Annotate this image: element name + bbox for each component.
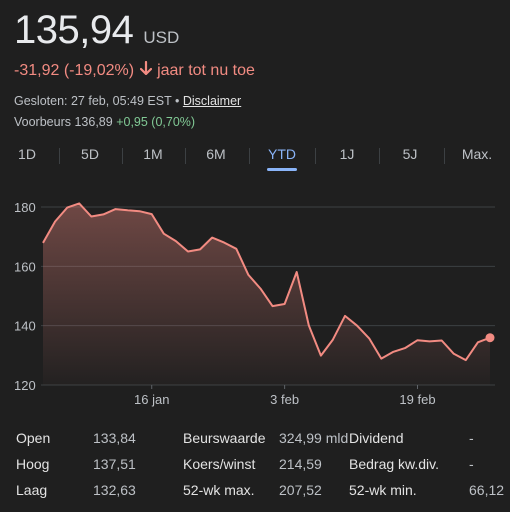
y-tick-label: 140 xyxy=(14,319,36,334)
premarket: Voorbeurs 136,89 +0,95 (0,70%) xyxy=(14,115,195,129)
stat-label: Dividend xyxy=(349,430,404,446)
stat-label: Bedrag kw.div. xyxy=(349,456,440,472)
x-tick-label: 16 jan xyxy=(134,392,169,407)
stat-hoog: Hoog 137,51 xyxy=(16,456,136,472)
tab-separator xyxy=(184,148,186,164)
stat-value: - xyxy=(469,430,474,446)
y-tick-label: 180 xyxy=(14,200,36,215)
stat-52-wk-min: 52-wk min. 66,12 xyxy=(349,482,504,498)
change-period: jaar tot nu toe xyxy=(157,61,255,79)
tab-separator xyxy=(314,148,316,164)
price-chart[interactable]: 120 140 160 180 16 jan 3 feb 19 feb xyxy=(0,180,510,412)
range-tabs: 1D 5D 1M 6M YTD 1J 5J Max. xyxy=(0,140,510,176)
premarket-label: Voorbeurs xyxy=(14,115,71,129)
stat-label: Hoog xyxy=(16,456,50,472)
stat-value: 137,51 xyxy=(93,456,136,472)
x-tick-label: 3 feb xyxy=(270,392,299,407)
x-tick-label: 19 feb xyxy=(399,392,435,407)
separator: • xyxy=(175,94,180,108)
tab-separator xyxy=(443,148,445,164)
stat-dividend: Dividend - xyxy=(349,430,474,446)
y-tick-label: 160 xyxy=(14,259,36,274)
stat-value: - xyxy=(469,456,474,472)
ytd-change: -31,92 (-19,02%) jaar tot nu toe xyxy=(14,60,255,80)
premarket-change: +0,95 (0,70%) xyxy=(116,115,196,129)
arrow-down-icon xyxy=(139,60,153,80)
tab-1m[interactable]: 1M xyxy=(143,146,163,162)
y-tick-label: 120 xyxy=(14,378,36,393)
stat-value: 324,99 mld xyxy=(279,430,349,446)
tab-ytd[interactable]: YTD xyxy=(268,146,296,162)
change-value: -31,92 (-19,02%) xyxy=(14,61,135,79)
tab-separator xyxy=(249,148,250,164)
stat-label: 52-wk min. xyxy=(349,482,417,498)
stat-value: 66,12 xyxy=(469,482,505,498)
stat-52-wk-max: 52-wk max. 207,52 xyxy=(183,482,322,498)
disclaimer-link[interactable]: Disclaimer xyxy=(182,94,242,108)
stat-label: Koers/winst xyxy=(183,456,256,472)
stat-open: Open 133,84 xyxy=(16,430,136,446)
stat-label: Laag xyxy=(16,482,48,498)
stat-value: 207,52 xyxy=(279,482,322,498)
market-status: Gesloten: 27 feb, 05:49 EST • Disclaimer xyxy=(14,94,241,108)
current-price: 135,94 xyxy=(14,8,134,52)
tab-6m[interactable]: 6M xyxy=(206,146,226,162)
tab-1j[interactable]: 1J xyxy=(339,146,355,162)
stat-label: 52-wk max. xyxy=(183,482,255,498)
closed-time: Gesloten: 27 feb, 05:49 EST xyxy=(14,94,172,108)
currency-label: USD xyxy=(143,28,180,47)
stat-bedrag-kw-div: Bedrag kw.div. - xyxy=(349,456,474,472)
stat-beurswaarde: Beurswaarde 324,99 mld xyxy=(183,430,348,446)
tab-separator xyxy=(58,148,60,164)
tab-max[interactable]: Max. xyxy=(461,146,493,162)
stat-value: 214,59 xyxy=(279,456,322,472)
tab-5j[interactable]: 5J xyxy=(402,146,418,162)
price-header: 135,94 USD xyxy=(14,8,179,53)
last-price-marker xyxy=(485,333,495,343)
active-tab-indicator xyxy=(267,168,297,171)
tab-separator xyxy=(378,148,380,164)
tab-separator xyxy=(121,148,123,164)
stat-label: Open xyxy=(16,430,51,446)
stat-value: 132,63 xyxy=(93,482,136,498)
premarket-price: 136,89 xyxy=(74,115,113,129)
price-area xyxy=(43,203,490,385)
stat-koers-winst: Koers/winst 214,59 xyxy=(183,456,322,472)
stat-label: Beurswaarde xyxy=(183,430,266,446)
price-line xyxy=(42,202,491,362)
stat-laag: Laag 132,63 xyxy=(16,482,136,498)
tab-5d[interactable]: 5D xyxy=(81,146,99,162)
stat-value: 133,84 xyxy=(93,430,136,446)
tab-1d[interactable]: 1D xyxy=(18,146,36,162)
